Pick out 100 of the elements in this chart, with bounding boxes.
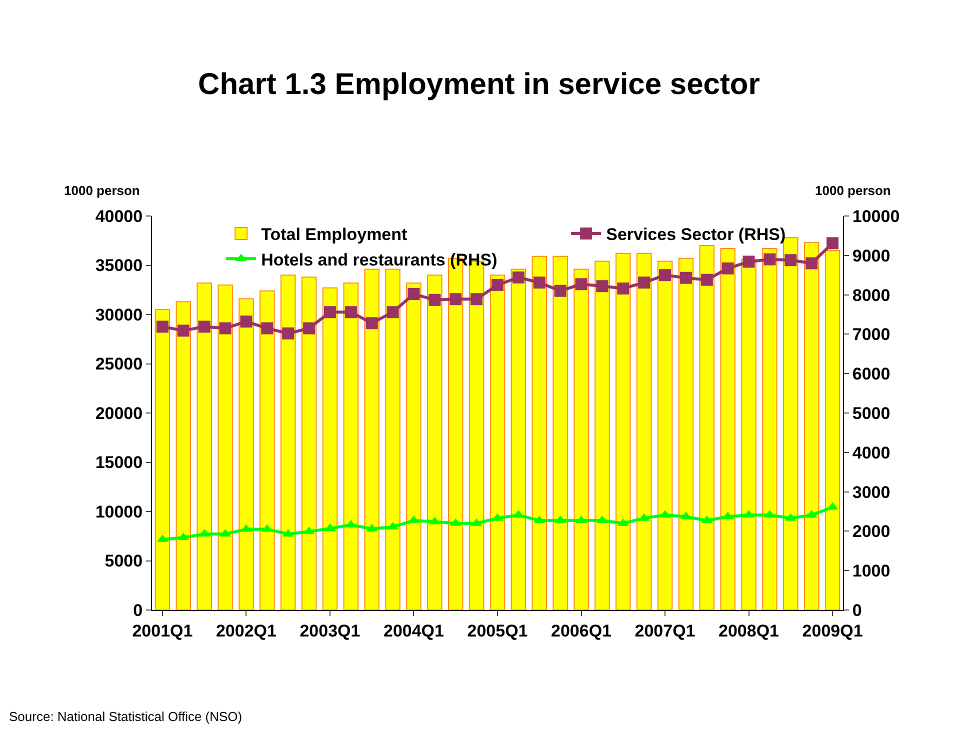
x-tick-label: 2006Q1 (551, 621, 612, 640)
y2-tick-label: 7000 (852, 325, 890, 344)
point (450, 293, 462, 306)
point (408, 288, 420, 300)
bar (783, 237, 798, 610)
legend-label: Hotels and restaurants (RHS) (261, 250, 498, 270)
y-tick-label: 15000 (95, 453, 143, 472)
bar (636, 252, 652, 610)
bar (594, 260, 610, 610)
y2-tick-label: 2000 (852, 522, 890, 542)
bar (427, 274, 442, 610)
y-tick-label: 30000 (95, 305, 143, 324)
y-tick-label: 35000 (95, 256, 143, 276)
bar (510, 268, 526, 610)
legend-label: Total Employment (261, 225, 408, 244)
point (784, 254, 797, 266)
source-note: Source: National Statistical Office (NSO) (9, 709, 242, 724)
chart-title: Chart 1.3 Employment in service sector (198, 68, 760, 101)
bar (260, 290, 275, 610)
point (700, 274, 713, 286)
bar (741, 258, 756, 610)
bar (343, 282, 359, 610)
bar (218, 284, 233, 610)
bar (699, 245, 715, 610)
bar (678, 258, 694, 610)
point (680, 272, 692, 284)
point (386, 306, 399, 318)
y-tick-label: 25000 (95, 354, 143, 374)
legend-label: Services Sector (RHS) (606, 225, 786, 244)
bar (385, 268, 400, 610)
point (722, 262, 734, 274)
point (512, 271, 524, 284)
y2-tick-label: 0 (852, 600, 862, 620)
bar (196, 282, 212, 610)
bar (301, 276, 317, 610)
y-tick-label: 10000 (95, 502, 143, 522)
y-tick-label: 0 (133, 600, 143, 620)
point (303, 322, 316, 334)
point (806, 257, 818, 270)
point (596, 280, 608, 292)
point (177, 324, 190, 337)
bar (490, 274, 506, 610)
x-tick-label: 2008Q1 (718, 621, 780, 640)
point (428, 294, 441, 306)
bar (574, 268, 589, 610)
point (344, 306, 357, 318)
x-tick-label: 2003Q1 (300, 621, 360, 640)
x-tick-label: 2009Q1 (802, 621, 863, 640)
y2-tick-label: 4000 (852, 443, 890, 462)
point (282, 327, 294, 340)
y2-tick-label: 10000 (852, 206, 900, 226)
x-tick-label: 2005Q1 (467, 621, 528, 640)
point (826, 237, 839, 250)
point (156, 320, 168, 333)
point (764, 253, 776, 266)
point (533, 276, 546, 289)
point (554, 284, 566, 297)
point (198, 320, 210, 333)
y-tick-label: 40000 (95, 206, 143, 226)
point (240, 316, 252, 328)
y-tick-label: 20000 (95, 404, 143, 423)
bar (322, 287, 338, 610)
bar (824, 250, 840, 610)
bar (532, 256, 547, 610)
y2-tick-label: 9000 (852, 246, 890, 266)
bar (238, 298, 254, 610)
y2-tick-label: 5000 (852, 404, 890, 423)
bar (720, 248, 736, 610)
bar (762, 248, 778, 610)
x-tick-label: 2002Q1 (216, 621, 276, 640)
bar (616, 252, 631, 610)
y2-tick-label: 8000 (852, 286, 890, 305)
y-axis-title: 1000 person (64, 183, 140, 198)
bar (154, 309, 170, 610)
point (261, 322, 274, 334)
bar (657, 260, 673, 610)
point (742, 256, 755, 268)
point (470, 293, 483, 306)
point (617, 282, 630, 294)
bar (364, 268, 380, 610)
y2-tick-label: 1000 (852, 562, 890, 581)
point (219, 322, 232, 334)
point (366, 317, 378, 330)
point (324, 306, 336, 318)
x-tick-label: 2004Q1 (383, 621, 444, 640)
y2-tick-label: 3000 (852, 482, 890, 502)
y2-tick-label: 6000 (852, 364, 890, 384)
bar (552, 256, 568, 610)
y2-axis-title: 1000 person (815, 183, 891, 198)
bar (804, 242, 820, 610)
point (575, 278, 588, 290)
y-tick-label: 5000 (104, 552, 143, 571)
bar (406, 282, 422, 610)
x-tick-label: 2001Q1 (132, 621, 193, 640)
x-tick-label: 2007Q1 (634, 621, 696, 640)
point (659, 269, 672, 282)
point (638, 276, 650, 289)
bar (176, 301, 192, 610)
point (492, 278, 504, 291)
bar (280, 274, 296, 610)
